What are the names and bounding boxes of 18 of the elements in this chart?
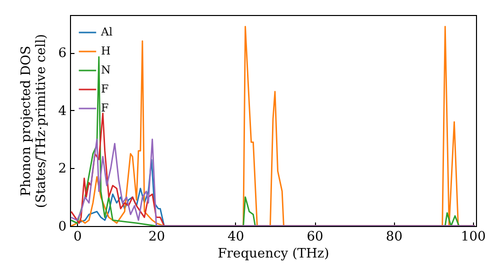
y-tick-label: 0: [58, 220, 66, 234]
legend-label: F: [101, 102, 109, 114]
legend-label: N: [101, 64, 111, 76]
y-tick-label: 4: [58, 104, 66, 119]
x-axis-title: Frequency (THz): [218, 246, 330, 262]
line-series: [70, 138, 476, 226]
x-tick-label: 80: [386, 230, 402, 244]
legend-label: H: [101, 44, 111, 58]
legend-label: Al: [100, 26, 113, 38]
x-tick-label: 100: [460, 230, 486, 244]
x-tick-label: 20: [148, 230, 166, 244]
x-tick-label: 0: [73, 230, 82, 244]
y-tick-label: 6: [58, 46, 66, 62]
y-axis-title: Phonon projected DOS (States/THz·primitive cell): [19, 34, 50, 208]
legend-label: F: [101, 82, 109, 96]
x-tick-label: 60: [306, 230, 324, 244]
x-tick-label: 40: [228, 230, 244, 244]
y-tick-label: 2: [58, 162, 66, 177]
